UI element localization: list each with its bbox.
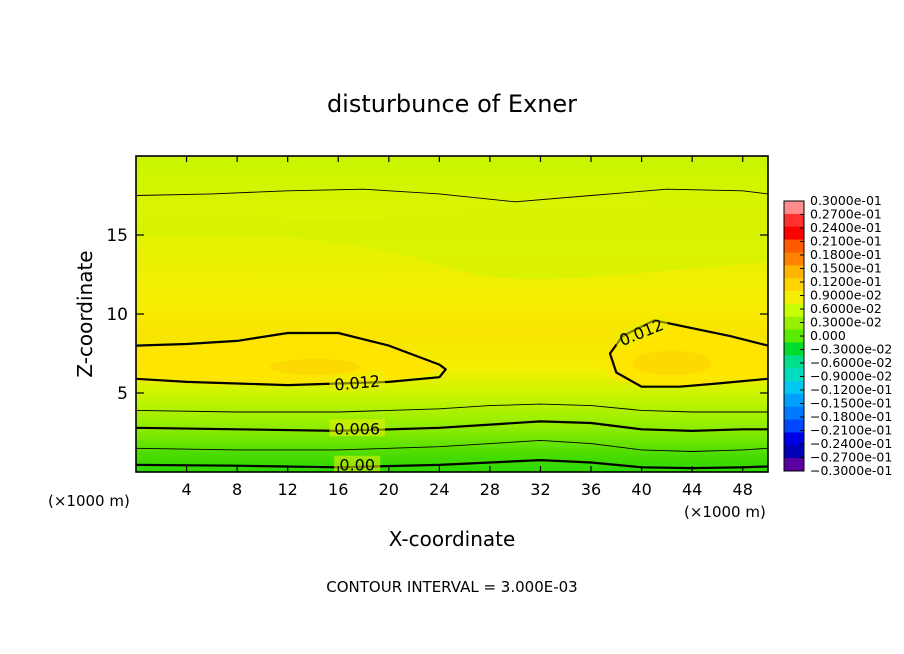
- colorbar-swatch: [784, 342, 804, 356]
- colorbar-swatch: [784, 419, 804, 433]
- colorbar-label: 0.1800e-01: [810, 247, 882, 262]
- chart-title: disturbunce of Exner: [327, 90, 577, 118]
- colorbar-label: 0.3000e-01: [810, 193, 882, 208]
- bold-contours: [136, 319, 768, 470]
- colorbar-swatch: [784, 239, 804, 253]
- bold-contour-3: [136, 459, 768, 470]
- x-unit-left: (×1000 m): [48, 492, 130, 510]
- colorbar-swatch: [784, 368, 804, 382]
- colorbar-label: 0.1500e-01: [810, 261, 882, 276]
- contour-label-text: 0.012: [334, 372, 381, 395]
- y-axis-ticks: 5 10 15: [106, 226, 768, 404]
- thin-contour-2: [136, 439, 768, 452]
- thin-contour-0: [136, 188, 768, 203]
- contour-label-bg: [328, 371, 386, 393]
- x-tick-label: 4: [181, 480, 191, 499]
- colorbar-swatch: [784, 458, 804, 472]
- thin-contour-1: [136, 403, 768, 413]
- colorbar-swatch: [784, 406, 804, 420]
- contour-label-bg: [612, 313, 670, 350]
- colorbar-label: −0.1800e-01: [810, 409, 892, 424]
- colorbar-swatch: [784, 291, 804, 305]
- x-tick-label: 40: [631, 480, 651, 499]
- colorbar-label: 0.2100e-01: [810, 234, 882, 249]
- contour-label-text: 0.00: [339, 456, 375, 475]
- orange-spot-right: [632, 351, 712, 375]
- bold-contour-2: [136, 420, 768, 432]
- orange-spot-left: [270, 359, 360, 375]
- colorbar-swatch: [784, 432, 804, 446]
- colorbar-label: 0.3000e-02: [810, 315, 882, 330]
- field-fill: [136, 156, 768, 472]
- bold-contour-1: [608, 319, 768, 388]
- x-axis-ticks: 4 8 12 16 20 24 28 32 36 40 44 48: [181, 156, 753, 499]
- colorbar-label: −0.3000e-01: [810, 463, 892, 478]
- x-tick-label: 44: [682, 480, 702, 499]
- colorbar-swatch: [784, 201, 804, 215]
- contour-label-bg: [329, 419, 385, 437]
- thin-contours: [136, 188, 768, 452]
- x-axis-label: X-coordinate: [389, 527, 516, 551]
- x-tick-label: 36: [581, 480, 601, 499]
- x-tick-label: 16: [328, 480, 348, 499]
- colorbar-label: 0.1200e-01: [810, 274, 882, 289]
- colorbar-label: −0.1200e-01: [810, 382, 892, 397]
- bold-contour-0: [136, 331, 447, 387]
- x-tick-label: 28: [480, 480, 500, 499]
- colorbar-swatch: [784, 381, 804, 395]
- colorbar-label: 0.9000e-02: [810, 288, 882, 303]
- colorbar-swatch: [784, 393, 804, 408]
- colorbar-label: −0.2700e-01: [810, 450, 892, 465]
- x-unit-right: (×1000 m): [684, 503, 766, 521]
- contour-interval: CONTOUR INTERVAL = 3.000E-03: [326, 578, 577, 596]
- x-tick-label: 24: [429, 480, 449, 499]
- light-band-upper: [136, 200, 768, 280]
- contour-label-bg: [334, 455, 381, 473]
- colorbar-swatch: [784, 226, 804, 240]
- colorbar-label: −0.6000e-02: [810, 355, 892, 370]
- colorbar-swatch: [784, 303, 804, 318]
- colorbar-swatch: [784, 445, 804, 459]
- contour-label-2: 0.006: [329, 419, 385, 438]
- colorbar-label: −0.1500e-01: [810, 396, 892, 411]
- colorbar-swatch: [784, 316, 804, 330]
- x-tick-label: 48: [733, 480, 753, 499]
- colorbar-label: 0.000: [810, 328, 846, 343]
- colorbar-swatch: [784, 329, 804, 343]
- x-tick-label: 20: [379, 480, 399, 499]
- colorbar-label: 0.6000e-02: [810, 301, 882, 316]
- colorbar-label: −0.2400e-01: [810, 436, 892, 451]
- colorbar: 0.3000e-010.2700e-010.2400e-010.2100e-01…: [783, 193, 892, 478]
- contour-label-3: 0.00: [334, 455, 381, 475]
- colorbar-swatch: [784, 252, 804, 266]
- colorbar-swatch: [784, 265, 804, 279]
- plot-area: [136, 156, 768, 472]
- colorbar-label: 0.2700e-01: [810, 207, 882, 222]
- colorbar-label: 0.2400e-01: [810, 220, 882, 235]
- x-tick-label: 8: [232, 480, 242, 499]
- colorbar-swatch: [784, 278, 804, 292]
- x-tick-label: 12: [278, 480, 298, 499]
- colorbar-swatch: [784, 355, 804, 369]
- contour-label-0: 0.012: [328, 371, 386, 395]
- y-tick-label: 15: [106, 226, 128, 246]
- x-tick-label: 32: [530, 480, 550, 499]
- colorbar-swatch: [784, 213, 804, 228]
- colorbar-label: −0.9000e-02: [810, 369, 892, 384]
- contour-label-text: 0.006: [334, 419, 380, 438]
- y-tick-label: 5: [117, 384, 128, 404]
- colorbar-label: −0.3000e-02: [810, 342, 892, 357]
- y-axis-label: Z-coordinate: [73, 250, 97, 377]
- colorbar-label: −0.2100e-01: [810, 423, 892, 438]
- y-tick-label: 10: [106, 305, 128, 325]
